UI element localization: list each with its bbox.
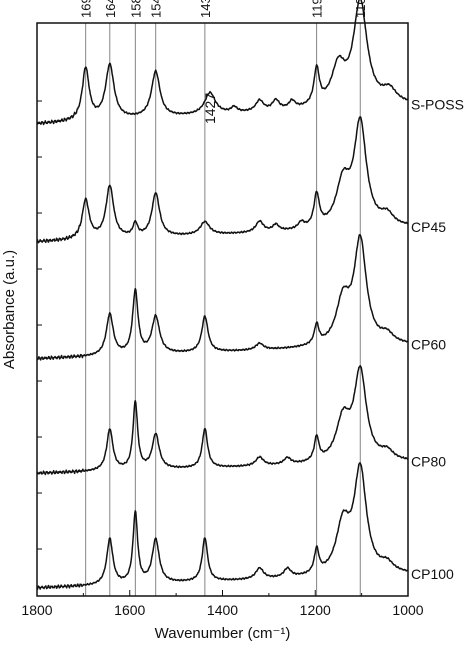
- series-label: CP100: [411, 566, 454, 582]
- spectrum-line: [36, 116, 409, 244]
- peak-label: 1588: [128, 0, 143, 18]
- x-tick-label: 1000: [392, 602, 423, 618]
- peak-labels: 1695 1643 1588 1544 1438 1197 1103: [79, 0, 369, 18]
- reference-lines: [85, 23, 361, 596]
- series-labels: S-POSS CP45 CP60 CP80 CP100: [411, 97, 464, 582]
- x-tick-label: 1200: [300, 602, 331, 618]
- peak-label: 1438: [198, 0, 213, 18]
- peak-label: 1643: [103, 0, 118, 18]
- series-label: CP80: [411, 454, 446, 470]
- x-axis-title: Wavenumber (cm⁻¹): [155, 625, 291, 642]
- annotations: 1427: [202, 93, 218, 124]
- spectrum-line: [36, 462, 409, 590]
- x-axis-ticks: 1800 1600 1400 1200 1000: [21, 590, 424, 618]
- peak-label: 1695: [79, 0, 94, 18]
- series-label: S-POSS: [411, 97, 464, 113]
- x-tick-label: 1600: [114, 602, 145, 618]
- series-label: CP60: [411, 337, 446, 353]
- y-axis-title: Absorbance (a.u.): [1, 250, 18, 369]
- peak-label: 1197: [310, 0, 325, 18]
- peak-label: 1103: [353, 0, 368, 18]
- y-axis-ticks: [37, 100, 42, 550]
- spectrum-line: [36, 0, 409, 126]
- annotation-label: 1427: [202, 93, 218, 124]
- spectrum-line: [36, 234, 409, 361]
- x-tick-label: 1400: [207, 602, 238, 618]
- x-tick-label: 1800: [21, 602, 52, 618]
- peak-label: 1544: [149, 0, 164, 18]
- series-group: [36, 0, 409, 590]
- spectrum-line: [36, 365, 409, 476]
- series-label: CP45: [411, 219, 446, 235]
